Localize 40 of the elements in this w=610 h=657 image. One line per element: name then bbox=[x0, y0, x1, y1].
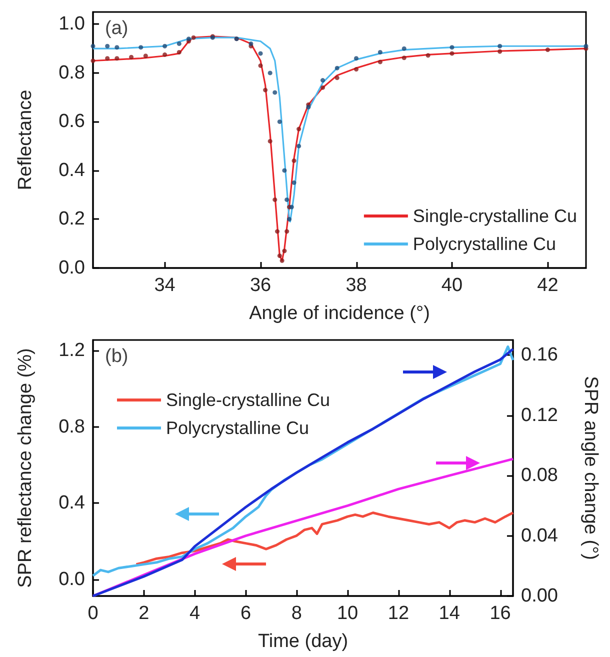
x-tick-label: 38 bbox=[346, 275, 367, 296]
y-tick-label: 1.0 bbox=[58, 14, 85, 35]
y2-tick-label: 0.12 bbox=[521, 404, 558, 426]
y-tick-label: 0.6 bbox=[58, 111, 85, 132]
y-tick-label: 0.2 bbox=[58, 208, 85, 230]
x-tick-label: 40 bbox=[441, 275, 463, 296]
y-tick-label: 0.0 bbox=[58, 569, 85, 590]
y-tick-label: 0.0 bbox=[58, 258, 85, 278]
legend-label: Single-crystalline Cu bbox=[166, 390, 330, 410]
y-axis-title: Reflectance bbox=[15, 90, 36, 190]
x-tick-label: 0 bbox=[88, 603, 98, 624]
x-tick-label: 42 bbox=[537, 275, 558, 296]
legend-label: Polycrystalline Cu bbox=[166, 418, 310, 438]
legend-label: Single-crystalline Cu bbox=[412, 206, 578, 226]
x-tick-label: 34 bbox=[154, 275, 176, 296]
x-tick-label: 36 bbox=[250, 275, 272, 296]
y-tick-label: 0.4 bbox=[58, 160, 86, 181]
y2-tick-label: 0.08 bbox=[521, 465, 558, 486]
x-tick-label: 2 bbox=[138, 603, 150, 624]
y-tick-label: 0.8 bbox=[58, 62, 85, 84]
x-tick-label: 6 bbox=[240, 603, 252, 624]
y2-tick-label: 0.04 bbox=[521, 525, 558, 546]
y-tick-label: 0.4 bbox=[58, 492, 86, 514]
x-tick-label: 10 bbox=[336, 603, 358, 624]
legend-label: Polycrystalline Cu bbox=[412, 234, 556, 254]
x-tick-label: 8 bbox=[291, 603, 302, 624]
y-tick-label: 1.2 bbox=[58, 340, 85, 361]
x-tick-label: 14 bbox=[438, 603, 460, 624]
y-tick-label: 0.8 bbox=[58, 416, 85, 438]
x-tick-label: 16 bbox=[490, 603, 511, 624]
chart-title: (a) bbox=[105, 18, 128, 39]
y2-axis-title: SPR angle change (°) bbox=[580, 376, 601, 560]
chart-title: (b) bbox=[105, 346, 128, 367]
y2-tick-label: 0.00 bbox=[521, 586, 558, 606]
x-axis-title: Time (day) bbox=[258, 631, 348, 652]
x-tick-label: 12 bbox=[388, 603, 410, 624]
x-axis-title: Angle of incidence (°) bbox=[249, 303, 430, 324]
y-axis-title: SPR reflectance change (%) bbox=[15, 348, 36, 588]
x-tick-label: 4 bbox=[190, 603, 201, 624]
y2-tick-label: 0.16 bbox=[521, 344, 558, 366]
